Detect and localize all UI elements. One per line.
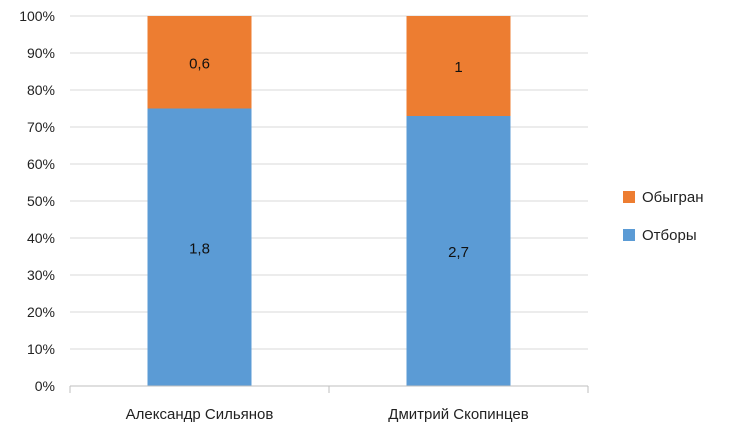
y-tick-label: 20% [27, 304, 55, 320]
data-label: 2,7 [448, 244, 469, 261]
bar-segment [406, 16, 511, 116]
y-tick-label: 70% [27, 119, 55, 135]
y-tick-label: 80% [27, 82, 55, 98]
y-tick-label: 0% [35, 378, 55, 394]
y-tick-label: 100% [19, 8, 55, 24]
y-tick-label: 90% [27, 45, 55, 61]
y-tick-label: 50% [27, 193, 55, 209]
y-tick-label: 40% [27, 230, 55, 246]
legend-label: Обыгран [642, 189, 703, 206]
legend-label: Отборы [642, 227, 697, 244]
data-label: 1,8 [189, 240, 210, 257]
y-tick-label: 30% [27, 267, 55, 283]
data-label: 1 [454, 59, 462, 76]
y-tick-label: 60% [27, 156, 55, 172]
x-axis: Александр Сильянов Дмитрий Скопинцев [69, 385, 589, 423]
bar-segment [406, 116, 511, 386]
bars: 1,8 0,6 2,7 1 [147, 16, 511, 386]
data-label: 0,6 [189, 55, 210, 72]
y-axis-ticks: 0% 10% 20% 30% 40% 50% 60% 70% 80% 90% 100% [19, 8, 55, 394]
legend-swatch [623, 191, 635, 203]
legend-swatch [623, 229, 635, 241]
x-category-label: Александр Сильянов [126, 406, 274, 423]
legend: Обыгран Отборы [623, 189, 703, 244]
bar-segment [147, 108, 252, 386]
y-tick-label: 10% [27, 341, 55, 357]
x-category-label: Дмитрий Скопинцев [388, 406, 528, 423]
bar-segment [147, 16, 252, 109]
